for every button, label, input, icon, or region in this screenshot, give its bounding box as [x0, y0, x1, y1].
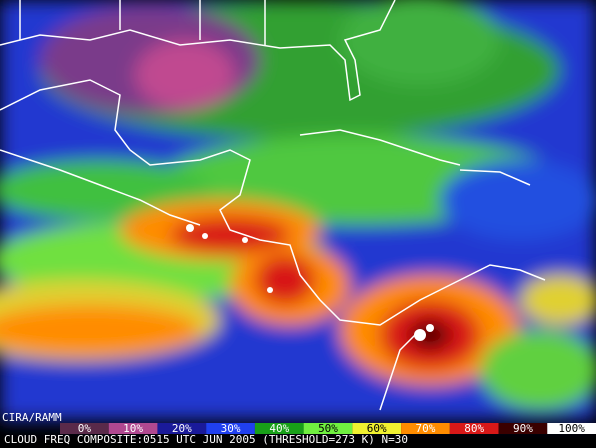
legend-swatch: [60, 423, 109, 434]
legend-label: 30%: [221, 422, 241, 435]
legend-swatch: [157, 423, 207, 434]
legend-label: 60%: [367, 422, 387, 435]
legend-swatch: [108, 423, 158, 434]
caption: CLOUD FREQ COMPOSITE:0515 UTC JUN 2005 (…: [4, 433, 408, 446]
legend-swatch: [449, 423, 499, 434]
legend-swatch: [401, 423, 450, 434]
legend-label: 0%: [78, 422, 92, 435]
credit-label: CIRA/RAMM: [2, 411, 62, 424]
legend-label: 20%: [172, 422, 192, 435]
legend-swatch: [547, 423, 596, 434]
coastlines: [0, 0, 546, 411]
legend-label: 70%: [416, 422, 436, 435]
legend-swatch: [206, 423, 255, 434]
legend-label: 80%: [464, 422, 484, 435]
legend-swatch: [254, 423, 304, 434]
legend-label: 40%: [269, 422, 289, 435]
legend-swatch: [498, 423, 548, 434]
legend-label: 50%: [318, 422, 338, 435]
legend-swatch: [303, 423, 353, 434]
legend-swatch: [352, 423, 402, 434]
legend-label: 90%: [513, 422, 533, 435]
legend-label: 100%: [558, 422, 585, 435]
color-legend: 0% 10% 20% 30% 40% 50% 60% 70% 80% 90% 100%: [60, 422, 596, 435]
legend-label: 10%: [123, 422, 143, 435]
hot-spots: [186, 224, 434, 341]
cloud-field: [0, 0, 596, 420]
